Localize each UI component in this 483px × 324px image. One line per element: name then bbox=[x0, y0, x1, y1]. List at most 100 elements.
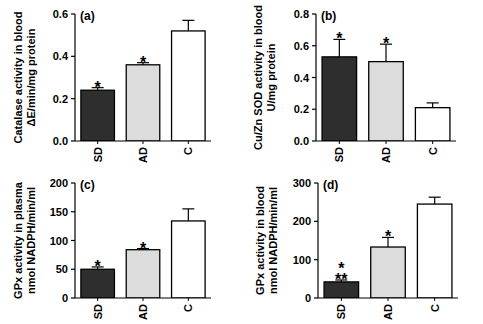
y-axis-title: GPx activity in blood bbox=[254, 186, 266, 295]
bar bbox=[415, 108, 450, 141]
panel: **0.00.20.40.60.8SDADCCu/Zn SOD activity… bbox=[252, 5, 456, 163]
annotation: * bbox=[385, 228, 392, 245]
bar bbox=[322, 57, 357, 141]
y-tick bbox=[71, 140, 75, 141]
bar bbox=[126, 65, 160, 141]
annotation: * bbox=[95, 258, 102, 275]
x-tick-label: AD bbox=[380, 147, 392, 163]
y-axis bbox=[317, 183, 318, 298]
x-tick-label: AD bbox=[137, 147, 149, 163]
error-bar bbox=[188, 20, 189, 31]
bar bbox=[81, 90, 115, 141]
bar bbox=[369, 62, 404, 141]
bar bbox=[417, 204, 452, 298]
y-tick bbox=[312, 109, 316, 110]
y-tick bbox=[71, 297, 75, 298]
x-tick-label: C bbox=[182, 147, 194, 155]
y-tick-label: 100 bbox=[50, 235, 68, 247]
y-tick bbox=[71, 13, 75, 14]
y-tick bbox=[71, 98, 75, 99]
x-tick-label: AD bbox=[382, 304, 394, 320]
annotation: * bbox=[95, 79, 102, 96]
marks bbox=[324, 197, 452, 298]
annotation: * bbox=[338, 260, 345, 277]
y-tick-label: 200 bbox=[293, 215, 311, 227]
x-tick bbox=[388, 298, 389, 301]
y-tick bbox=[314, 182, 318, 183]
y-axis-title: Cu/Zn SOD activity in blood bbox=[252, 5, 264, 150]
x-tick bbox=[339, 141, 340, 144]
error-cap bbox=[427, 102, 439, 103]
panel-label: (d) bbox=[323, 178, 338, 192]
marks bbox=[322, 39, 450, 141]
panel: **050100150200SDADCGPx activity in plasm… bbox=[12, 177, 211, 320]
x-tick bbox=[386, 141, 387, 144]
y-tick bbox=[312, 13, 316, 14]
bar bbox=[126, 250, 160, 298]
y-tick-label: 150 bbox=[50, 206, 68, 218]
y-tick bbox=[71, 269, 75, 270]
y-axis-title: U/mg protein bbox=[265, 43, 277, 111]
y-tick-label: 0.0 bbox=[294, 135, 309, 147]
x-tick bbox=[143, 141, 144, 144]
y-tick bbox=[312, 45, 316, 46]
x-tick-label: SD bbox=[92, 304, 104, 319]
y-axis-title: Catalase activity in blood bbox=[12, 11, 24, 143]
annotation: * bbox=[383, 35, 390, 52]
error-bar bbox=[434, 197, 435, 204]
y-axis bbox=[74, 14, 75, 141]
x-tick bbox=[143, 298, 144, 301]
bar bbox=[172, 31, 206, 141]
panel-label: (c) bbox=[80, 178, 95, 192]
y-tick bbox=[314, 259, 318, 260]
x-tick-label: C bbox=[429, 304, 441, 312]
y-tick bbox=[71, 56, 75, 57]
x-tick bbox=[97, 298, 98, 301]
y-tick-label: 0.0 bbox=[53, 135, 68, 147]
y-tick-label: 100 bbox=[293, 254, 311, 266]
error-bar bbox=[188, 209, 189, 221]
y-tick bbox=[312, 140, 316, 141]
error-bar bbox=[432, 103, 433, 108]
panel: **0.00.20.40.6SDADCCatalase activity in … bbox=[12, 8, 211, 163]
panel-label: (a) bbox=[80, 9, 95, 23]
y-tick-label: 200 bbox=[50, 177, 68, 189]
x-tick bbox=[188, 141, 189, 144]
y-tick-label: 0.2 bbox=[53, 93, 68, 105]
bar bbox=[371, 247, 406, 298]
annotation: * bbox=[140, 240, 147, 257]
y-tick-label: 0.4 bbox=[294, 72, 310, 84]
bar bbox=[172, 221, 206, 298]
y-tick bbox=[71, 211, 75, 212]
x-tick bbox=[188, 298, 189, 301]
y-tick bbox=[312, 77, 316, 78]
figure: * * 0.0 0.2 0.4 0.6 SD AD C Catalase activity in … bbox=[0, 0, 483, 324]
panel-label: (b) bbox=[321, 9, 336, 23]
y-tick-label: 0.4 bbox=[53, 50, 69, 62]
error-cap bbox=[182, 20, 194, 21]
annotation: * bbox=[336, 30, 343, 47]
x-tick-label: C bbox=[427, 147, 439, 155]
y-axis-title: GPx activity in plasma bbox=[12, 181, 24, 299]
y-tick bbox=[71, 240, 75, 241]
y-axis-title: nmol NADPH/min/ml bbox=[25, 187, 37, 294]
y-tick-label: 0.6 bbox=[294, 40, 309, 52]
y-tick-label: 50 bbox=[56, 263, 68, 275]
error-cap bbox=[182, 208, 194, 209]
marks bbox=[81, 20, 205, 141]
x-tick-label: SD bbox=[333, 147, 345, 162]
x-tick-label: C bbox=[182, 304, 194, 312]
x-tick-label: SD bbox=[335, 304, 347, 319]
y-tick-label: 0.6 bbox=[53, 8, 68, 20]
y-tick bbox=[314, 297, 318, 298]
error-cap bbox=[429, 197, 441, 198]
y-tick-label: 0 bbox=[62, 292, 68, 304]
x-tick-label: SD bbox=[92, 147, 104, 162]
y-tick bbox=[314, 221, 318, 222]
x-tick bbox=[432, 141, 433, 144]
y-tick-label: 300 bbox=[293, 177, 311, 189]
y-tick bbox=[71, 182, 75, 183]
x-tick bbox=[97, 141, 98, 144]
x-tick bbox=[434, 298, 435, 301]
y-tick-label: 0 bbox=[305, 292, 311, 304]
